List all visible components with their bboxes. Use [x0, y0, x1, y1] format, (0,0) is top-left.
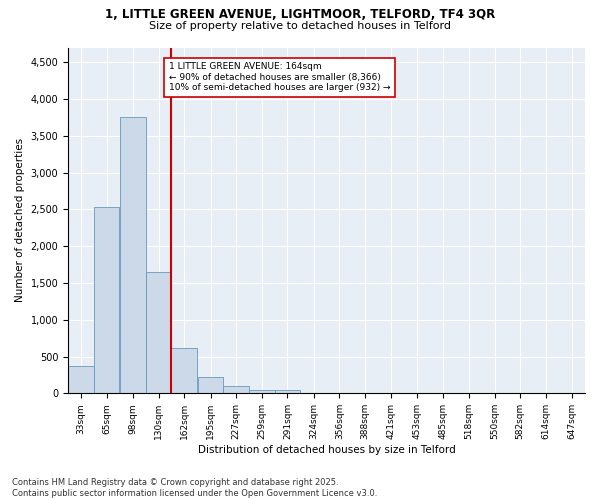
Bar	[223, 386, 249, 394]
Bar	[120, 116, 146, 394]
Bar	[68, 366, 94, 394]
Y-axis label: Number of detached properties: Number of detached properties	[15, 138, 25, 302]
Bar	[94, 207, 119, 394]
Bar	[146, 272, 172, 394]
X-axis label: Distribution of detached houses by size in Telford: Distribution of detached houses by size …	[198, 445, 455, 455]
Text: Contains HM Land Registry data © Crown copyright and database right 2025.
Contai: Contains HM Land Registry data © Crown c…	[12, 478, 377, 498]
Bar	[198, 377, 223, 394]
Bar	[275, 390, 300, 394]
Bar	[172, 348, 197, 394]
Bar	[249, 390, 275, 394]
Text: Size of property relative to detached houses in Telford: Size of property relative to detached ho…	[149, 21, 451, 31]
Text: 1, LITTLE GREEN AVENUE, LIGHTMOOR, TELFORD, TF4 3QR: 1, LITTLE GREEN AVENUE, LIGHTMOOR, TELFO…	[105, 8, 495, 20]
Text: 1 LITTLE GREEN AVENUE: 164sqm
← 90% of detached houses are smaller (8,366)
10% o: 1 LITTLE GREEN AVENUE: 164sqm ← 90% of d…	[169, 62, 391, 92]
